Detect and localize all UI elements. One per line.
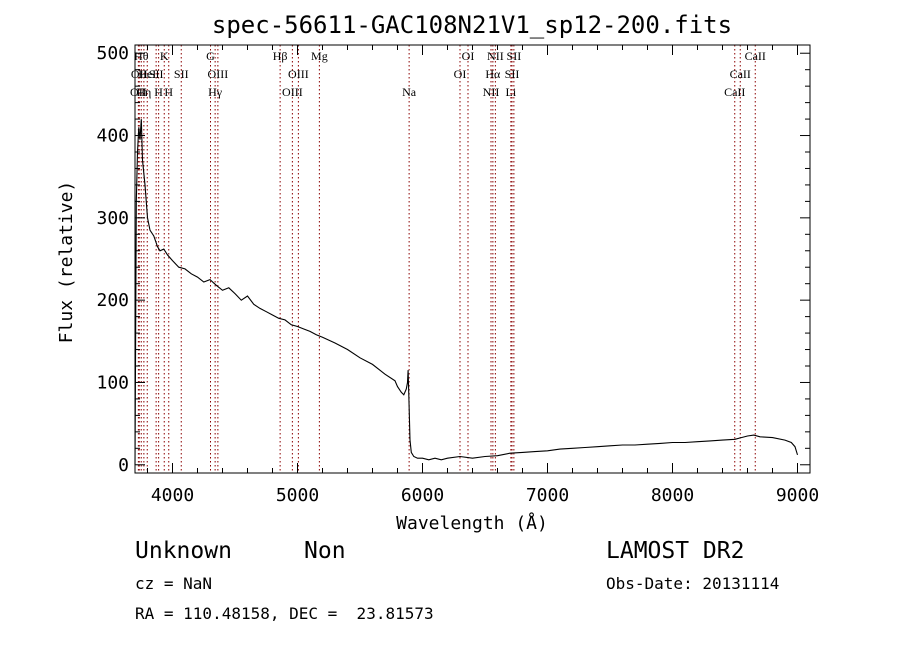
- x-tick-label: 7000: [526, 485, 569, 506]
- spectral-line-label: G: [206, 49, 215, 63]
- spectral-line-label: Hβ: [273, 49, 288, 63]
- spectral-line-label: K: [160, 49, 169, 63]
- x-tick-label: 8000: [651, 485, 694, 506]
- x-axis-label: Wavelength (Å): [396, 512, 548, 534]
- y-tick-label: 0: [118, 455, 129, 476]
- chart-title: spec-56611-GAC108N21V1_sp12-200.fits: [212, 11, 732, 39]
- object-class: Unknown: [135, 538, 232, 564]
- spectral-line-label: H: [154, 85, 163, 99]
- object-subclass: Non: [304, 538, 346, 564]
- redshift-cz: cz = NaN: [135, 574, 213, 593]
- spectral-line-label: HeI: [138, 67, 156, 81]
- plot-frame: [134, 44, 811, 474]
- y-axis-ticks: 0 100 200 300 400 500: [96, 43, 810, 476]
- spectral-line-label: CaII: [730, 67, 751, 81]
- spectral-line-label: Hθ: [134, 49, 149, 63]
- x-tick-label: 6000: [401, 485, 444, 506]
- spectral-line-label: OI: [454, 67, 467, 81]
- spectral-line-label: SII: [507, 49, 522, 63]
- spectral-line-label: Hγ: [208, 85, 223, 99]
- observation-date: Obs-Date: 20131114: [606, 574, 780, 593]
- spectral-line-label: NII: [487, 49, 504, 63]
- spectral-line-label: CaII: [745, 49, 766, 63]
- spectral-line-labels: OIIOIIHθHηHeISIIHKHSIIGHγOIIIHβOIIIOIIIM…: [130, 49, 766, 99]
- spectral-line-label: OI: [462, 49, 475, 63]
- spectral-line-label: SII: [174, 67, 189, 81]
- spectral-line-markers: [137, 45, 756, 473]
- spectral-line-label: OIII: [208, 67, 229, 81]
- y-tick-label: 200: [96, 290, 129, 311]
- spectral-line-label: CaII: [724, 85, 745, 99]
- x-tick-label: 5000: [276, 485, 319, 506]
- spectral-line-label: SII: [505, 67, 520, 81]
- spectral-line-label: SII: [149, 67, 164, 81]
- spectral-line-label: Hα: [485, 67, 501, 81]
- spectral-line-label: NII: [483, 85, 500, 99]
- spectral-line-label: Li: [506, 85, 517, 99]
- x-tick-label: 9000: [776, 485, 819, 506]
- y-axis-label: Flux (relative): [56, 181, 77, 344]
- y-tick-label: 400: [96, 126, 129, 147]
- x-axis-ticks: 4000 5000 6000 7000 8000 9000: [147, 45, 819, 506]
- y-tick-label: 500: [96, 43, 129, 64]
- spectral-line-label: Mg: [311, 49, 328, 63]
- spectral-line-label: OII: [130, 85, 147, 99]
- x-tick-label: 4000: [151, 485, 194, 506]
- spectral-line-label: OIII: [282, 85, 303, 99]
- spectral-line-label: OIII: [288, 67, 309, 81]
- spectral-line-label: Na: [402, 85, 417, 99]
- survey-name: LAMOST DR2: [606, 538, 745, 564]
- y-tick-label: 100: [96, 372, 129, 393]
- spectral-line-label: H: [164, 85, 173, 99]
- spectrum-trace: [134, 119, 799, 465]
- sky-coordinates: RA = 110.48158, DEC = 23.81573: [135, 604, 434, 623]
- spectral-line-label: Hη: [136, 85, 151, 99]
- y-tick-label: 300: [96, 208, 129, 229]
